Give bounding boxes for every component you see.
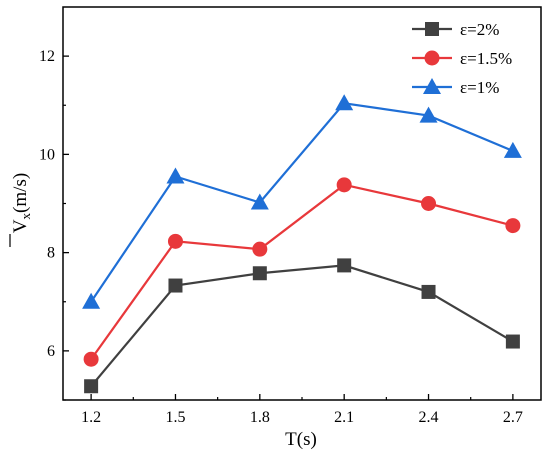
- data-point: [421, 196, 437, 211]
- y-tick-label: 12: [39, 48, 55, 65]
- data-point: [337, 258, 352, 273]
- data-point: [505, 334, 520, 349]
- data-point: [166, 167, 185, 184]
- data-point: [168, 278, 183, 293]
- x-tick-label: 1.2: [81, 409, 101, 426]
- x-tick-label: 1.5: [165, 409, 185, 426]
- series-1: [84, 258, 520, 394]
- x-axis-title: T(s): [285, 429, 317, 450]
- y-axis-title: Vx(m/s): [9, 173, 33, 247]
- y-tick-label: 6: [47, 343, 55, 360]
- x-axis: 1.2 1.5 1.8 2.1 2.4 2.7: [81, 394, 523, 426]
- data-point: [336, 177, 352, 193]
- data-point: [167, 233, 183, 249]
- x-tick-label: 2.4: [419, 409, 439, 426]
- legend-marker: [425, 22, 439, 36]
- y-tick-label: 10: [39, 146, 55, 163]
- data-point: [83, 351, 99, 367]
- data-point: [250, 193, 269, 210]
- legend-label: ε=1.5%: [460, 49, 512, 68]
- legend: ε=2% ε=1.5% ε=1%: [412, 20, 512, 97]
- data-point: [82, 292, 101, 309]
- legend-marker: [424, 50, 440, 66]
- series-3: [82, 94, 522, 309]
- legend-label: ε=1%: [460, 78, 499, 97]
- data-point: [419, 106, 438, 123]
- y-axis-title-unit: (m/s): [10, 173, 31, 213]
- series-layer: [82, 94, 522, 394]
- data-point: [335, 94, 354, 111]
- x-tick-label: 2.1: [334, 409, 354, 426]
- legend-marker: [423, 78, 441, 94]
- series-line: [90, 183, 514, 360]
- series-line: [90, 264, 514, 387]
- y-axis: 6 8 10 12: [39, 48, 69, 401]
- y-tick-label: 8: [47, 245, 55, 262]
- svg-text:Vx(m/s): Vx(m/s): [10, 173, 33, 233]
- x-tick-label: 1.8: [250, 409, 270, 426]
- data-point: [84, 379, 99, 394]
- data-point: [503, 141, 522, 158]
- series-line: [90, 102, 514, 303]
- data-point: [252, 241, 268, 257]
- y-axis-title-sub: x: [18, 212, 33, 219]
- data-point: [252, 266, 267, 281]
- series-2: [83, 177, 521, 367]
- data-point: [505, 218, 521, 234]
- legend-label: ε=2%: [460, 20, 499, 39]
- y-axis-title-main: V: [10, 219, 31, 233]
- x-tick-label: 2.7: [503, 409, 523, 426]
- data-point: [421, 284, 436, 299]
